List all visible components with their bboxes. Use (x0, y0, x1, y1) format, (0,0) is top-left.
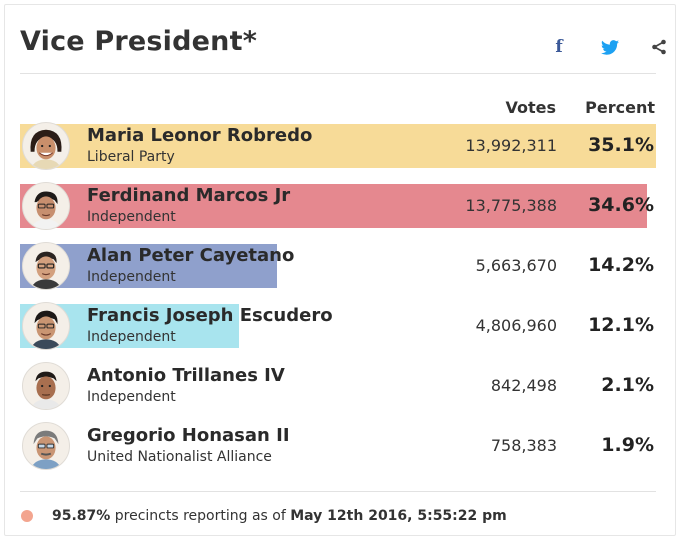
vote-share-bar (20, 124, 656, 168)
candidate-portrait (22, 362, 70, 410)
twitter-icon[interactable] (600, 36, 620, 58)
candidate-name: Antonio Trillanes IV (87, 365, 285, 386)
candidate-row: Maria Leonor Robredo Liberal Party 13,99… (20, 122, 656, 170)
candidate-votes: 758,383 (490, 436, 557, 455)
candidate-party: Independent (87, 389, 176, 405)
candidate-name: Francis Joseph Escudero (87, 305, 333, 326)
facebook-icon[interactable]: f (555, 37, 563, 57)
percent-column-header: Percent (585, 98, 655, 117)
candidate-row: Alan Peter Cayetano Independent 5,663,67… (20, 242, 656, 290)
candidate-portrait (22, 302, 70, 350)
candidate-portrait (22, 122, 70, 170)
candidate-party: Independent (87, 269, 176, 285)
candidate-party: Independent (87, 209, 176, 225)
candidate-row: Ferdinand Marcos Jr Independent 13,775,3… (20, 182, 656, 230)
candidate-percent: 12.1% (588, 314, 654, 336)
candidate-percent: 34.6% (588, 194, 654, 216)
reporting-percent: 95.87% (52, 508, 111, 524)
candidate-votes: 4,806,960 (475, 316, 557, 335)
share-icon[interactable] (650, 36, 668, 58)
reporting-text: precincts reporting as of (114, 508, 286, 524)
candidate-row: Antonio Trillanes IV Independent 842,498… (20, 362, 656, 410)
candidate-votes: 5,663,670 (475, 256, 557, 275)
candidate-name: Gregorio Honasan II (87, 425, 290, 446)
candidate-name: Ferdinand Marcos Jr (87, 185, 291, 206)
candidate-portrait (22, 422, 70, 470)
votes-column-header: Votes (505, 98, 556, 117)
candidate-party: Liberal Party (87, 149, 175, 165)
candidate-row: Gregorio Honasan II United Nationalist A… (20, 422, 656, 470)
candidate-votes: 13,992,311 (465, 136, 557, 155)
footer-divider (20, 491, 656, 492)
candidate-party: Independent (87, 329, 176, 345)
candidate-percent: 14.2% (588, 254, 654, 276)
header-divider (20, 73, 656, 74)
page-title: Vice President* (20, 26, 258, 57)
candidate-name: Alan Peter Cayetano (87, 245, 295, 266)
candidate-row: Francis Joseph Escudero Independent 4,80… (20, 302, 656, 350)
candidate-percent: 35.1% (588, 134, 654, 156)
reporting-timestamp: May 12th 2016, 5:55:22 pm (290, 508, 507, 524)
candidate-portrait (22, 242, 70, 290)
candidate-name: Maria Leonor Robredo (87, 125, 313, 146)
candidate-votes: 842,498 (490, 376, 557, 395)
vote-share-bar (20, 184, 647, 228)
candidate-votes: 13,775,388 (465, 196, 557, 215)
candidate-party: United Nationalist Alliance (87, 449, 272, 465)
reporting-status-dot (21, 510, 33, 522)
candidate-portrait (22, 182, 70, 230)
results-card (4, 4, 676, 536)
reporting-status: 95.87% precincts reporting as of May 12t… (52, 508, 507, 524)
candidate-percent: 2.1% (601, 374, 654, 396)
candidate-percent: 1.9% (601, 434, 654, 456)
